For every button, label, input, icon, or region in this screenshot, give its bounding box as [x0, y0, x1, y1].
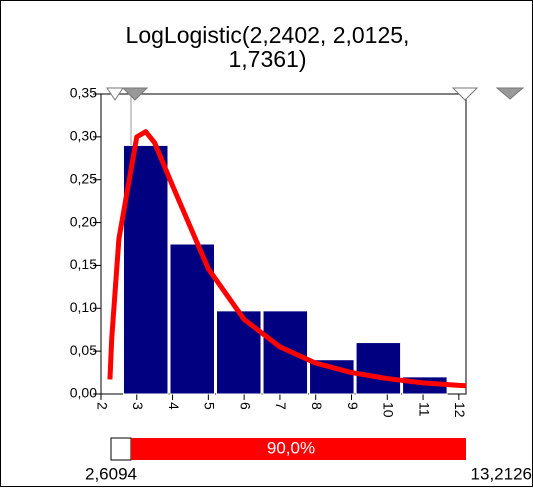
range-left-label: 2,6094: [85, 464, 137, 483]
range-bar[interactable]: [131, 438, 466, 460]
range-percent: 90,0%: [267, 438, 315, 457]
y-tick-label: 0,20: [70, 213, 97, 229]
x-tick-label: 8: [309, 402, 325, 410]
bar: [262, 310, 309, 395]
y-tick-label: 0,10: [70, 299, 97, 315]
right-handle-fill[interactable]: [495, 87, 525, 100]
chart-title-box: LogLogistic(2,2402, 2,0125, 1,7361): [1, 23, 533, 71]
x-tick-label: 3: [130, 402, 146, 410]
y-tick-label: 0,35: [70, 85, 97, 101]
chart-title: LogLogistic(2,2402, 2,0125, 1,7361): [125, 22, 410, 72]
x-tick-label: 12: [452, 402, 468, 418]
x-tick-label: 2: [94, 402, 110, 410]
bar: [122, 144, 169, 395]
x-tick-label: 7: [273, 402, 289, 410]
y-tick-label: 0,30: [70, 128, 97, 144]
y-tick-label: 0,25: [70, 170, 97, 186]
range-left: [110, 437, 132, 461]
left-handle-fill[interactable]: [121, 87, 149, 101]
x-tick-label: 5: [202, 402, 218, 410]
x-tick-label: 4: [166, 402, 182, 410]
y-tick-label: 0,15: [70, 256, 97, 272]
fit-curve: [107, 129, 467, 389]
x-tick-label: 11: [416, 402, 432, 417]
range-right-label: 13,2126: [471, 464, 532, 483]
x-tick-label: 10: [381, 402, 397, 418]
bar: [216, 310, 262, 395]
x-tick-label: 6: [237, 402, 253, 410]
left-handle[interactable]: [106, 87, 124, 101]
y-tick-label: 0,00: [70, 385, 97, 401]
y-tick-label: 0,05: [70, 342, 97, 358]
bar: [355, 342, 402, 395]
x-tick-label: 9: [345, 402, 361, 410]
right-handle[interactable]: [451, 87, 479, 101]
